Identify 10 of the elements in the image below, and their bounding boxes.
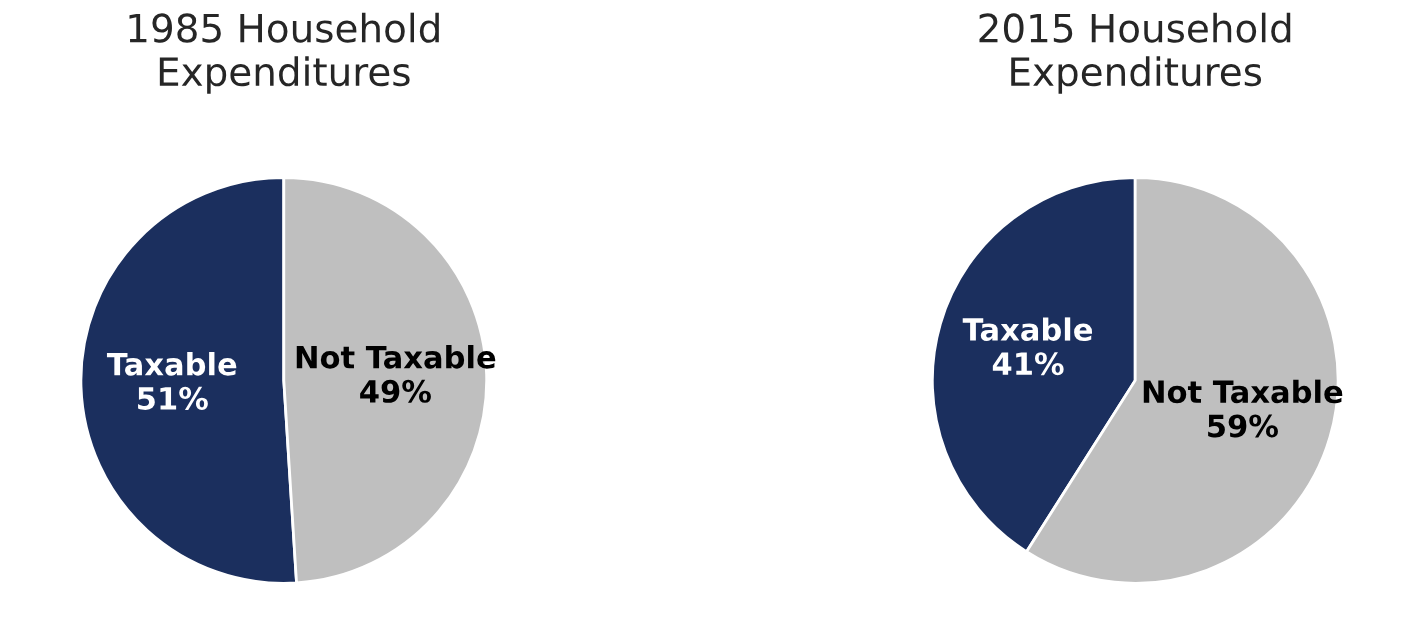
data-label: 51% [138, 386, 208, 410]
slice-label: Not Taxable [296, 345, 496, 369]
data-label: 49% [360, 379, 431, 403]
slice-label: Taxable [962, 317, 1093, 342]
data-label: 59% [1208, 414, 1278, 438]
chart-title: 1985 Household Expenditures [129, 12, 439, 94]
chart-title: 2015 Household Expenditures [979, 12, 1291, 94]
data-label: 41% [992, 352, 1064, 376]
slice-label: Taxable [106, 352, 237, 376]
slice-label: Not Taxable [1143, 379, 1343, 404]
